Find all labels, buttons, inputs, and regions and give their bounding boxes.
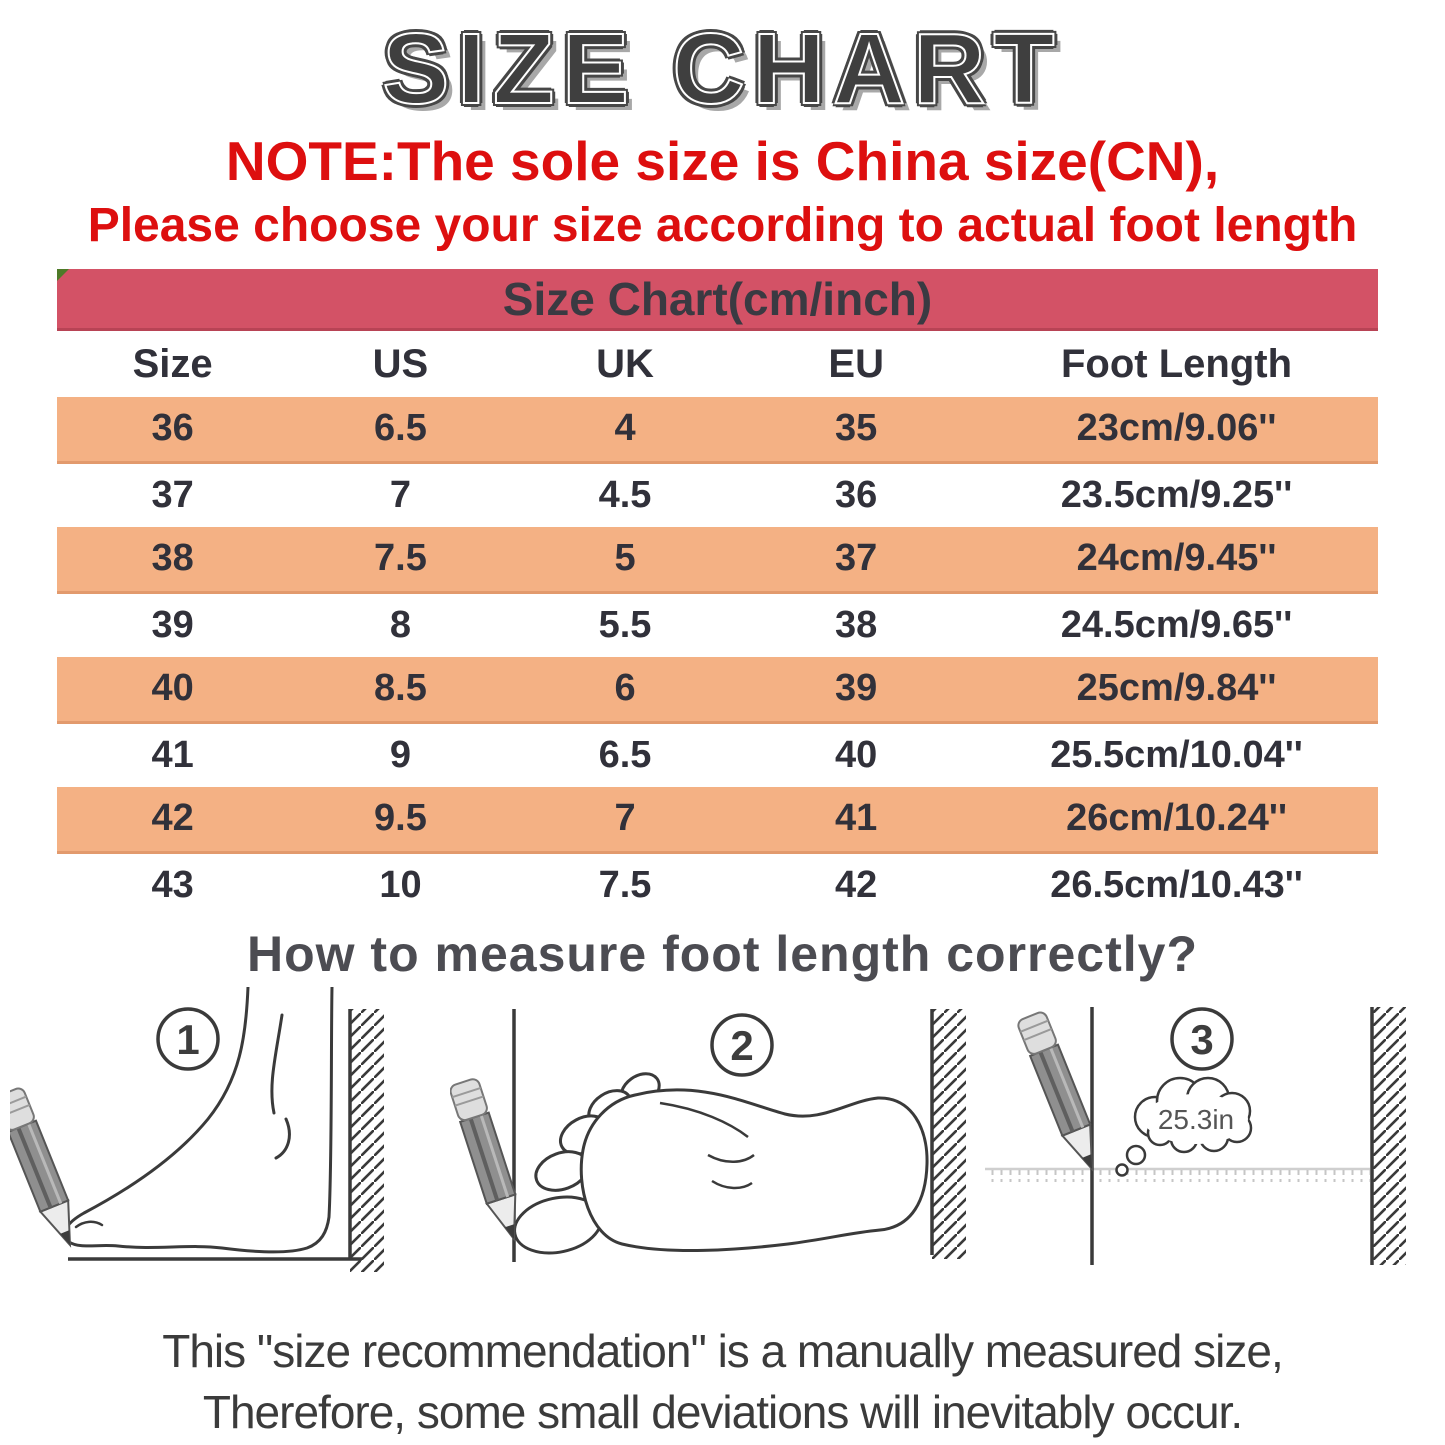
size-cell: 35 [835,407,878,450]
step-number-badge: 2 [710,1013,774,1077]
column-header-us: US [372,341,429,386]
size-cell: 7 [389,473,412,516]
bubble-measurement-text: 25.3in [1158,1104,1234,1135]
step-number-badge: 1 [156,1007,220,1071]
size-cell: 6 [614,667,636,710]
column-header-uk: UK [596,341,654,386]
table-title: Size Chart(cm/inch) [502,272,933,325]
table-row: 36 6.5 4 35 23cm/9.06'' [57,397,1378,462]
size-cell: 43 [151,863,194,906]
step-number-badge: 3 [1170,1007,1234,1071]
table-row: 43 10 7.5 42 26.5cm/10.43'' [57,852,1378,917]
size-cell: 42 [151,797,194,840]
note-line-1: NOTE:The sole size is China size(CN), [225,130,1220,192]
ruler [985,1167,1370,1182]
size-cell: 25cm/9.84'' [1076,667,1277,710]
size-cell: 4.5 [598,473,652,516]
size-cell: 6.5 [374,407,427,450]
size-cell: 9.5 [374,797,427,840]
table-row: 41 9 6.5 40 25.5cm/10.04'' [57,722,1378,787]
disclaimer: This "size recommendation" is a manually… [0,1321,1445,1442]
size-cell: 5 [614,537,636,580]
wall-hatching [1370,1007,1406,1265]
size-cell: 7.5 [598,863,652,906]
size-cell: 42 [835,863,878,906]
size-cell: 7 [614,797,636,840]
step2-foot-sole-illustration: 2 [450,1009,966,1262]
size-cell: 6.5 [598,733,652,776]
disclaimer-line-2: Therefore, some small deviations will in… [202,1385,1243,1438]
size-cell: 23cm/9.06'' [1076,407,1277,450]
note-line-2: Please choose your size according to act… [87,199,1358,252]
wall-hatching [930,1009,966,1259]
size-table: Size US UK EU Foot Length 36 6.5 4 35 23… [57,331,1378,917]
column-header-eu: EU [828,341,884,386]
size-cell: 10 [379,863,422,906]
size-cell: 36 [835,473,878,516]
size-cell: 8 [389,603,412,646]
wall-hatching [348,1009,384,1272]
size-cell: 37 [835,537,878,580]
step-number: 3 [1190,1016,1213,1063]
size-cell: 36 [151,407,194,450]
size-cell: 25.5cm/10.04'' [1050,733,1303,776]
step-number: 2 [730,1022,753,1069]
table-title-bar: Size Chart(cm/inch) [57,269,1378,331]
size-cell: 38 [151,537,194,580]
size-cell: 23.5cm/9.25'' [1060,473,1293,516]
step-number: 1 [176,1016,199,1063]
measure-illustrations: 1 [0,987,1445,1287]
step3-read-ruler-illustration: 25.3in 3 [985,1007,1406,1265]
size-cell: 41 [151,733,194,776]
size-cell: 5.5 [598,603,652,646]
size-cell: 39 [835,667,878,710]
size-table-section: Size Chart(cm/inch) Size US UK EU Foot L… [57,269,1378,917]
size-cell: 40 [835,733,878,776]
size-cell: 4 [614,407,636,450]
measure-heading: How to measure foot length correctly? [246,926,1198,982]
table-header-row: Size US UK EU Foot Length [57,331,1378,397]
size-cell: 41 [835,797,878,840]
size-cell: 39 [151,603,194,646]
table-row: 42 9.5 7 41 26cm/10.24'' [57,787,1378,852]
page-title: SIZE CHART [382,12,1063,126]
size-cell: 40 [151,667,194,710]
size-cell: 8.5 [374,667,427,710]
foot-side-outline [62,987,334,1254]
column-header-size: Size [132,341,213,386]
size-cell: 38 [835,603,878,646]
column-header-foot-length: Foot Length [1061,341,1293,386]
pencil-icon [450,1078,517,1242]
disclaimer-line-1: This "size recommendation" is a manually… [162,1325,1283,1377]
pencil-icon [10,1087,72,1248]
note-block: NOTE:The sole size is China size(CN), Pl… [0,129,1445,253]
size-cell: 24cm/9.45'' [1076,537,1277,580]
table-row: 37 7 4.5 36 23.5cm/9.25'' [57,462,1378,527]
step1-foot-side-view-illustration: 1 [10,987,384,1272]
table-row: 40 8.5 6 39 25cm/9.84'' [57,657,1378,722]
table-row: 38 7.5 5 37 24cm/9.45'' [57,527,1378,592]
corner-artifact [57,269,69,281]
size-cell: 9 [389,733,412,776]
table-row: 39 8 5.5 38 24.5cm/9.65'' [57,592,1378,657]
pencil-icon [1017,1011,1094,1172]
foot-sole-outline [513,1072,929,1255]
size-cell: 37 [151,473,194,516]
size-cell: 26.5cm/10.43'' [1050,863,1303,906]
size-cell: 7.5 [374,537,427,580]
size-cell: 24.5cm/9.65'' [1060,603,1293,646]
thought-bubble: 25.3in [1115,1076,1253,1177]
size-cell: 26cm/10.24'' [1066,797,1287,840]
